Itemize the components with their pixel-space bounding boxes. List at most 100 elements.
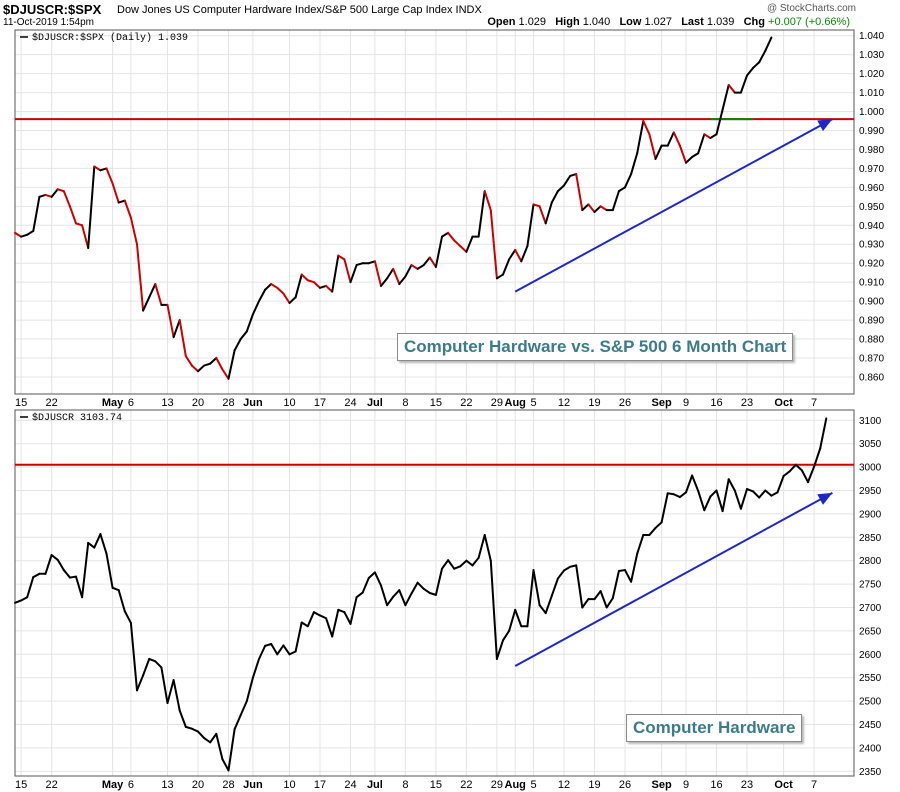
price-series-segment [489, 559, 498, 660]
price-series-segment [691, 474, 700, 492]
ratio-series-segment [526, 203, 535, 248]
price-series-segment [215, 732, 224, 761]
ratio-series-segment [105, 167, 114, 185]
ratio-y-tick-label: 1.020 [859, 69, 884, 80]
ratio-x-tick-label: 23 [741, 397, 753, 409]
ratio-y-tick-label: 1.010 [859, 88, 884, 99]
price-series-segment [361, 577, 370, 594]
price-series-segment [142, 657, 151, 677]
ohlc-readout: Open 1.029 High 1.040 Low 1.027 Last 1.0… [487, 16, 850, 28]
ratio-series-segment [752, 61, 761, 69]
price-series-segment [349, 596, 358, 625]
ratio-series-segment [245, 313, 254, 333]
ratio-x-tick-label: 5 [530, 397, 536, 409]
price-series-segment [502, 629, 511, 642]
ratio-x-tick-label: 29 [491, 397, 503, 409]
price-series-segment [343, 611, 352, 625]
price-series-segment [477, 533, 486, 559]
ratio-x-tick-label: 17 [314, 397, 326, 409]
ratio-x-tick-label: 10 [283, 397, 295, 409]
price-series-segment [483, 533, 492, 562]
ratio-series-segment [270, 283, 279, 289]
price-series-segment [245, 676, 254, 703]
ratio-series-segment [172, 319, 181, 339]
price-series-segment [75, 575, 84, 599]
price-y-tick-label: 2850 [859, 533, 882, 544]
price-series-segment [306, 611, 315, 628]
price-x-tick-label: 9 [683, 779, 689, 791]
price-series-segment [392, 589, 401, 598]
ratio-series-segment [337, 254, 346, 261]
ratio-x-tick-label: 13 [161, 397, 173, 409]
price-series-segment [648, 526, 657, 536]
price-series-segment [276, 644, 285, 656]
ratio-series-segment [233, 338, 242, 352]
price-series-segment [129, 621, 138, 692]
price-x-tick-label: 17 [314, 779, 326, 791]
price-y-tick-label: 3050 [859, 439, 882, 450]
price-series-segment [203, 737, 212, 744]
ratio-series-segment [62, 190, 71, 208]
price-series-segment [758, 489, 767, 499]
chart-date: 11-Oct-2019 1:54pm [3, 17, 94, 28]
open-value: 1.029 [518, 16, 547, 28]
ratio-series-segment [68, 205, 77, 225]
price-series-segment [99, 533, 108, 555]
price-series-segment [380, 584, 389, 607]
price-series-segment [136, 674, 145, 692]
brand-label[interactable]: @ StockCharts.com [766, 3, 856, 14]
price-x-tick-label: 22 [45, 779, 57, 791]
price-x-tick-label: 23 [741, 779, 753, 791]
price-series-segment [93, 533, 102, 549]
ratio-x-tick-label: 19 [588, 397, 600, 409]
ratio-series-segment [386, 267, 395, 280]
price-series-segment [447, 559, 456, 570]
price-series-segment [532, 569, 541, 607]
price-series-segment [678, 491, 687, 499]
ratio-x-tick-label: Sep [652, 397, 672, 409]
ratio-series-segment [441, 231, 450, 238]
price-series-segment [178, 709, 187, 728]
price-x-tick-label: Jun [243, 779, 263, 791]
ratio-series-segment [642, 120, 651, 136]
price-series-segment [56, 558, 65, 572]
ratio-series-segment [136, 243, 145, 312]
ratio-y-tick-label: 0.880 [859, 335, 884, 346]
ratio-series-segment [502, 258, 511, 276]
price-series-segment [697, 489, 706, 512]
ratio-series-segment [569, 173, 578, 177]
ratio-x-tick-label: 15 [430, 397, 442, 409]
ratio-series-segment [14, 231, 23, 238]
ratio-y-tick-label: 0.900 [859, 297, 884, 308]
ratio-series-segment [32, 195, 41, 232]
ratio-x-tick-label: May [102, 397, 124, 409]
price-series-segment [550, 577, 559, 597]
ratio-series-segment [367, 260, 376, 265]
ratio-series-segment [434, 235, 443, 268]
ratio-series-segment [703, 133, 712, 140]
ratio-x-tick-label: 8 [402, 397, 408, 409]
ratio-series-segment [44, 193, 53, 198]
ratio-series-segment [99, 167, 108, 172]
price-series-segment [434, 567, 443, 596]
ratio-y-tick-label: 0.990 [859, 126, 884, 137]
price-series-segment [764, 489, 773, 497]
ratio-series-segment [38, 193, 47, 198]
chart-header: $DJUSCR:$SPX Dow Jones US Computer Hardw… [0, 0, 900, 30]
price-y-tick-label: 2800 [859, 556, 882, 567]
ratio-y-tick-label: 0.960 [859, 183, 884, 194]
ratio-series-segment [538, 205, 547, 225]
price-series-segment [331, 608, 340, 638]
price-series-segment [508, 608, 517, 632]
price-x-tick-label: May [102, 779, 124, 791]
price-y-tick-label: 2650 [859, 626, 882, 637]
ratio-series-segment [184, 355, 193, 367]
price-series-segment [337, 608, 346, 614]
price-trendline-arrowhead [817, 492, 833, 505]
ratio-x-tick-label: 6 [128, 397, 134, 409]
price-series-segment [599, 590, 608, 609]
last-label: Last [681, 16, 704, 28]
ratio-series-segment [87, 165, 96, 250]
price-chart-annotation: Computer Hardware [626, 714, 803, 742]
ratio-x-tick-label: Jun [243, 397, 263, 409]
